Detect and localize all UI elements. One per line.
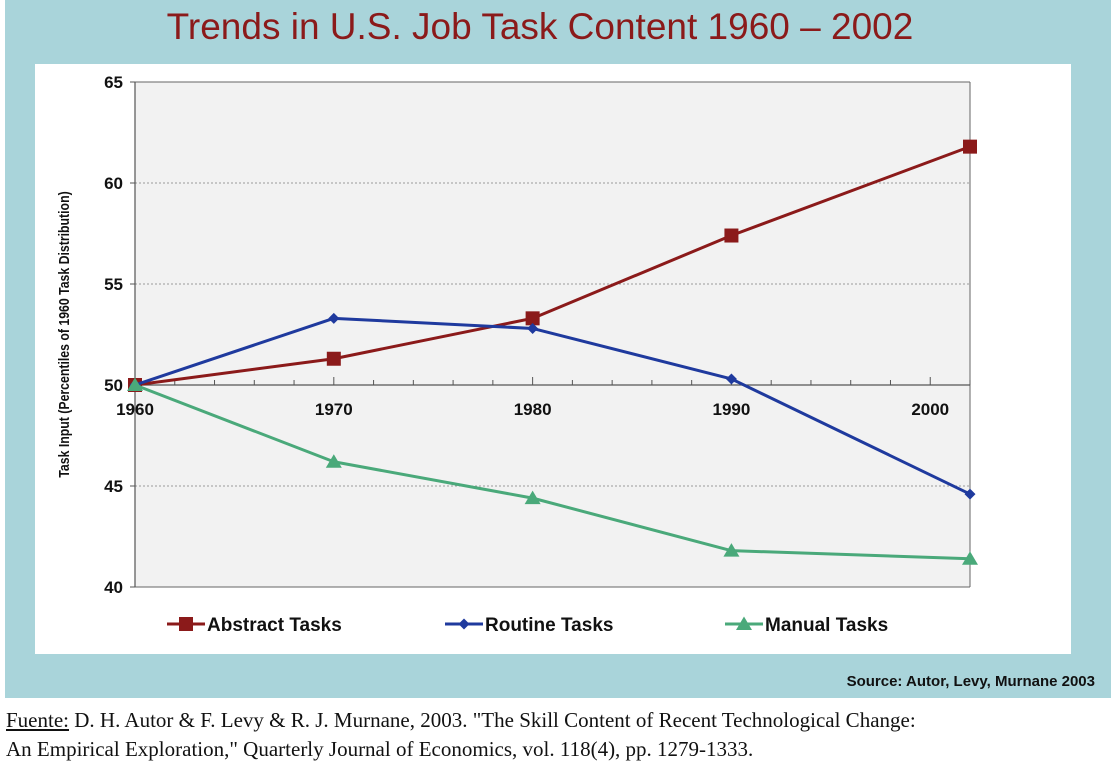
manual-tasks-point — [524, 490, 541, 505]
reference-line-1: D. H. Autor & F. Levy & R. J. Murnane, 2… — [69, 708, 916, 732]
routine-tasks-point — [725, 373, 737, 385]
y-tick-label: 50 — [104, 376, 123, 395]
chart-title: Trends in U.S. Job Task Content 1960 – 2… — [166, 6, 914, 47]
routine-tasks-point — [328, 312, 340, 324]
legend-marker-abstract-tasks — [179, 617, 193, 631]
line-chart: 40 45 50 55 60 65 1960 1970 1980 1990 2000 Task Inp… — [56, 73, 978, 636]
chart-panel: Trends in U.S. Job Task Content 1960 – 2… — [5, 0, 1111, 698]
legend-label-abstract-tasks: Abstract Tasks — [207, 615, 342, 636]
plot-box: 40 45 50 55 60 65 1960 1970 1980 1990 2000 Task Inp… — [35, 64, 1071, 654]
reference-line-2: An Empirical Exploration," Quarterly Jou… — [6, 737, 754, 761]
gridlines — [135, 182, 970, 487]
axes: 40 45 50 55 60 65 1960 1970 1980 1990 2000 Task Inp… — [56, 73, 971, 597]
x-tick-label: 2000 — [911, 400, 949, 419]
x-tick-label: 1960 — [116, 400, 154, 419]
legend-marker-manual-tasks — [736, 616, 752, 630]
x-tick-label: 1990 — [713, 400, 751, 419]
y-tick-label: 60 — [104, 174, 123, 193]
x-tick-label: 1980 — [514, 400, 552, 419]
abstract-tasks-point — [963, 139, 977, 154]
reference-citation: Fuente: D. H. Autor & F. Levy & R. J. Mu… — [6, 706, 1106, 764]
series-lines — [127, 139, 978, 565]
routine-tasks-point — [527, 322, 539, 334]
y-tick-label: 55 — [104, 275, 123, 294]
abstract-tasks-point — [326, 351, 341, 366]
manual-tasks-point — [127, 377, 143, 391]
legend: Abstract Tasks Routine Tasks Manual Tasks — [167, 615, 888, 636]
legend-label-routine-tasks: Routine Tasks — [485, 615, 613, 636]
y-tick-label: 40 — [104, 578, 123, 597]
y-tick-label: 65 — [104, 73, 123, 92]
legend-marker-routine-tasks — [458, 618, 470, 630]
manual-tasks-point — [723, 543, 740, 557]
abstract-tasks-point — [724, 228, 739, 243]
reference-lead: Fuente: — [6, 708, 69, 732]
x-tick-label: 1970 — [315, 400, 353, 419]
legend-label-manual-tasks: Manual Tasks — [765, 615, 888, 636]
y-tick-label: 45 — [104, 477, 123, 496]
manual-tasks-point — [962, 551, 978, 565]
manual-tasks-point — [325, 454, 342, 468]
routine-tasks-point — [964, 488, 976, 500]
y-axis-label: Task Input (Percentiles of 1960 Task Dis… — [56, 191, 72, 477]
source-note: Source: Autor, Levy, Murnane 2003 — [846, 673, 1095, 690]
abstract-tasks-point — [525, 311, 540, 326]
